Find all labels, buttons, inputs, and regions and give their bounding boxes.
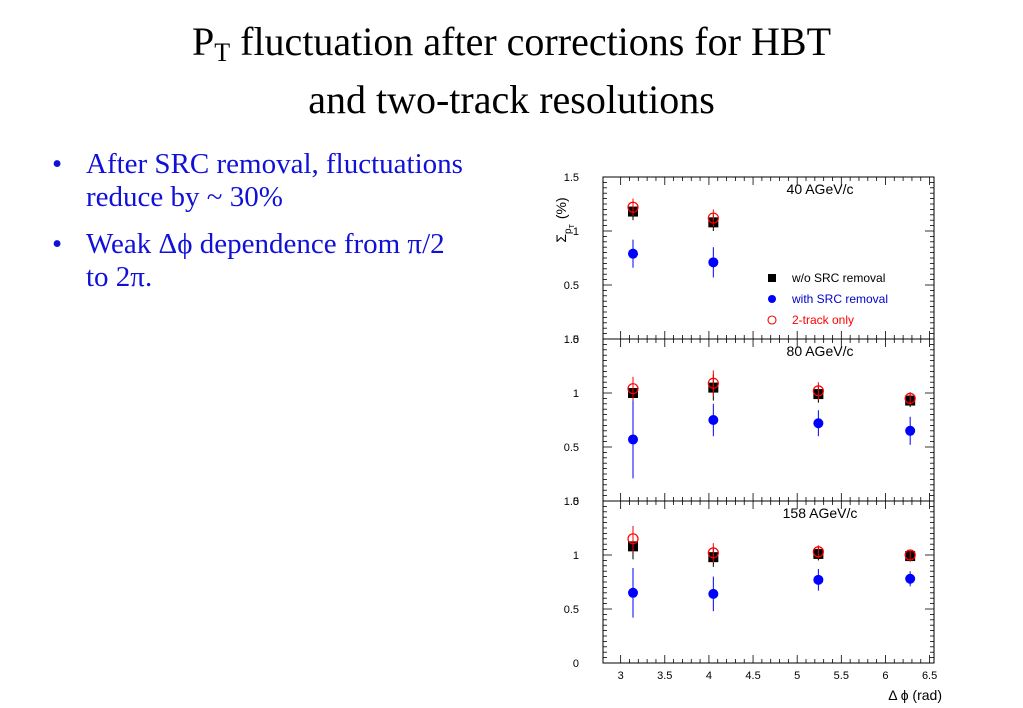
x-tick-label: 6.5	[922, 670, 937, 682]
data-point-open-circle	[627, 533, 639, 545]
bullet-item: • After SRC removal, fluctuations reduce …	[52, 148, 472, 214]
legend-label: 2-track only	[792, 313, 854, 327]
y-tick-label: 1	[573, 226, 579, 238]
title-line-1: PT fluctuation after corrections for HBT	[0, 18, 1023, 76]
x-tick-label: 6	[882, 670, 888, 682]
bullet-text: After SRC removal, fluctuations reduce b…	[86, 148, 463, 213]
panel-frames	[602, 176, 935, 664]
data-point-open-circle	[707, 547, 719, 559]
data-point-circle	[905, 425, 916, 436]
data-marks	[627, 198, 916, 618]
bullet-list: • After SRC removal, fluctuations reduce …	[52, 148, 472, 308]
y-tick-label: 0	[573, 334, 579, 346]
y-tick-label: 1.5	[564, 172, 579, 184]
data-point-open-circle	[812, 385, 824, 397]
data-point-open-circle	[627, 383, 639, 395]
data-point-open-circle	[904, 549, 916, 561]
x-tick-label: 3	[618, 670, 624, 682]
axis-ticks	[603, 176, 934, 664]
data-point-circle	[708, 588, 719, 599]
data-point-circle	[905, 573, 916, 584]
y-tick-label: 0.5	[564, 442, 579, 454]
legend-marker	[767, 315, 777, 325]
data-point-open-circle	[812, 546, 824, 558]
data-point-circle	[628, 248, 639, 259]
panel-label: 40 AGeV/c	[787, 181, 854, 197]
slide-title: PT fluctuation after corrections for HBT…	[0, 18, 1023, 123]
y-label-sub: p	[563, 228, 574, 234]
y-tick-label: 0	[573, 496, 579, 508]
title-subscript: T	[214, 38, 231, 67]
panel-frame	[602, 176, 935, 340]
axis-labels: 0 0.5 1 1.5 40 AGeV/c 0 0.5 1 1.5 80 AGeV/c 0 0.5 1 1…	[564, 172, 938, 682]
x-axis-label: Δ ϕ (rad)	[888, 687, 942, 703]
y-tick-label: 1.5	[564, 334, 579, 346]
data-point-circle	[708, 257, 719, 268]
panel-frame	[602, 500, 935, 664]
title-line-2: and two-track resolutions	[308, 77, 715, 122]
data-point-open-circle	[904, 392, 916, 404]
legend-label: with SRC removal	[791, 292, 888, 306]
y-tick-label: 1.5	[564, 496, 579, 508]
panel-label: 158 AGeV/c	[783, 505, 858, 521]
data-point-circle	[813, 574, 824, 585]
title-rest: fluctuation after corrections for HBT	[230, 19, 832, 64]
y-label-subsub: T	[569, 223, 576, 228]
title-p: P	[191, 19, 215, 64]
legend-marker	[768, 274, 776, 282]
data-point-circle	[628, 587, 639, 598]
legend-label: w/o SRC removal	[791, 271, 885, 285]
y-label-sigma: Σ	[553, 234, 569, 243]
x-tick-label: 4.5	[745, 670, 760, 682]
bullet-symbol: •	[52, 148, 63, 180]
x-tick-label: 3.5	[657, 670, 672, 682]
data-point-circle	[628, 434, 639, 445]
data-point-open-circle	[707, 377, 719, 389]
y-axis-label: ΣpT(%)	[553, 197, 576, 242]
x-tick-label: 4	[706, 670, 712, 682]
panel-label: 80 AGeV/c	[787, 343, 854, 359]
bullet-text: Weak Δϕ dependence from π/2 to 2π.	[86, 228, 445, 293]
data-point-open-circle	[627, 201, 639, 213]
panel-frame	[602, 338, 935, 502]
y-label-unit: (%)	[553, 197, 569, 219]
legend: w/o SRC removal with SRC removal 2-track o…	[767, 271, 888, 327]
y-tick-label: 1	[573, 388, 579, 400]
bullet-item: • Weak Δϕ dependence from π/2 to 2π.	[52, 228, 472, 294]
legend-marker	[768, 295, 776, 303]
x-tick-label: 5	[794, 670, 800, 682]
y-tick-label: 0	[573, 658, 579, 670]
y-tick-label: 0.5	[564, 280, 579, 292]
data-point-circle	[708, 415, 719, 425]
data-point-circle	[813, 418, 824, 429]
sigma-pt-chart: 0 0.5 1 1.5 40 AGeV/c 0 0.5 1 1.5 80 AGeV/c 0 0.5 1 1…	[553, 172, 942, 703]
y-tick-label: 0.5	[564, 604, 579, 616]
bullet-symbol: •	[52, 228, 63, 260]
data-point-open-circle	[707, 212, 719, 224]
x-tick-label: 5.5	[834, 670, 849, 682]
y-tick-label: 1	[573, 550, 579, 562]
